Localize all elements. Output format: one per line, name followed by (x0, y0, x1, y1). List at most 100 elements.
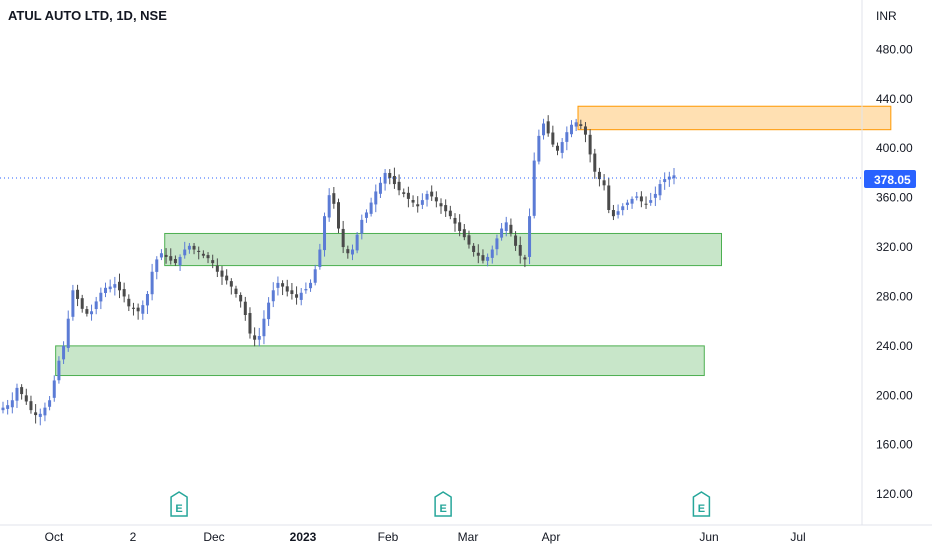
candle (150, 263, 154, 301)
x-tick-label: 2 (130, 530, 137, 544)
x-tick-label: Mar (458, 530, 479, 544)
candle-body (29, 401, 33, 411)
candle (187, 243, 191, 254)
candle-body (155, 259, 159, 272)
candle-body (383, 172, 387, 184)
candle-body (560, 142, 564, 153)
candle (276, 276, 280, 296)
earnings-badge-icon (692, 491, 711, 517)
candle-body (495, 238, 499, 250)
candle-body (355, 234, 359, 251)
candle-body (192, 245, 196, 250)
candle-body (211, 260, 215, 264)
y-tick-label: 440.00 (876, 92, 913, 106)
candle-body (360, 219, 364, 234)
support-zone[interactable] (164, 232, 723, 267)
candle-body (416, 204, 420, 207)
candle-body (318, 249, 322, 268)
candle (66, 310, 70, 352)
candle-body (197, 250, 201, 252)
earnings-marker[interactable]: E (434, 491, 452, 517)
candle-body (588, 134, 592, 155)
candle (472, 243, 476, 257)
candle-body (285, 286, 289, 292)
candle-body (34, 412, 38, 416)
candle-body (569, 124, 573, 135)
candle-body (430, 191, 434, 197)
earnings-marker[interactable]: E (692, 491, 711, 517)
candle-body (178, 256, 182, 266)
resistance-zone[interactable] (577, 105, 892, 131)
candle (658, 179, 662, 201)
candle (514, 231, 518, 251)
candle-body (406, 192, 410, 199)
candle (630, 196, 634, 209)
candle (523, 254, 527, 268)
candle-body (80, 298, 84, 309)
candle-body (76, 289, 80, 299)
candle-body (364, 212, 368, 218)
support-zone[interactable] (55, 345, 705, 377)
candle (225, 269, 229, 285)
candle-body (122, 289, 126, 297)
candle-body (388, 172, 392, 178)
candle (574, 118, 578, 132)
symbol-title[interactable]: ATUL AUTO LTD, 1D, NSE (8, 8, 167, 23)
candle-body (243, 301, 247, 315)
candle (537, 129, 541, 165)
candle (197, 246, 201, 260)
candle (90, 304, 94, 321)
candle (243, 296, 247, 321)
candle-body (579, 124, 583, 126)
candle (173, 255, 177, 266)
candle-body (593, 153, 597, 172)
price-scale[interactable]: 480.00 440.00 400.00 360.00 320.00 280.00 240.… (876, 42, 913, 501)
candle-body (253, 335, 257, 340)
x-tick-label: Jul (790, 530, 805, 544)
candle (122, 282, 126, 303)
candle (411, 195, 415, 208)
candle-body (108, 286, 112, 290)
candle (169, 248, 173, 265)
earnings-badge-icon (434, 491, 452, 517)
candle (295, 286, 299, 305)
candle (15, 383, 19, 408)
candle (621, 203, 625, 216)
candle-body (15, 387, 19, 401)
candle (52, 375, 56, 402)
candle-body (257, 336, 261, 340)
candle (327, 188, 331, 222)
candle-body (267, 302, 271, 320)
candle (85, 306, 89, 317)
candle-body (173, 259, 177, 264)
candle-body (607, 185, 611, 210)
candle-body (402, 192, 406, 194)
candle-body (201, 253, 205, 256)
candle (332, 186, 336, 209)
candle-body (309, 282, 313, 289)
candle-body (630, 198, 634, 204)
candle (565, 126, 569, 151)
candle (131, 302, 135, 316)
candle-body (369, 202, 373, 214)
candle (1, 401, 5, 414)
candle-body (20, 387, 24, 395)
candle-body (43, 407, 47, 416)
candle-body (290, 290, 294, 294)
candle-body (439, 203, 443, 207)
time-scale[interactable]: Oct 2 Dec 2023 Feb Mar Apr Jun Jul (45, 530, 806, 544)
candle (253, 327, 257, 347)
candle-body (38, 413, 42, 417)
candle-body (556, 145, 560, 151)
candle (183, 241, 187, 259)
candle (94, 296, 98, 315)
candle (458, 214, 462, 237)
y-tick-label: 400.00 (876, 141, 913, 155)
earnings-marker[interactable]: E (170, 491, 188, 517)
candle-body (104, 287, 108, 294)
candle-body (644, 203, 648, 205)
candle (406, 186, 410, 208)
candle-body (514, 235, 518, 246)
